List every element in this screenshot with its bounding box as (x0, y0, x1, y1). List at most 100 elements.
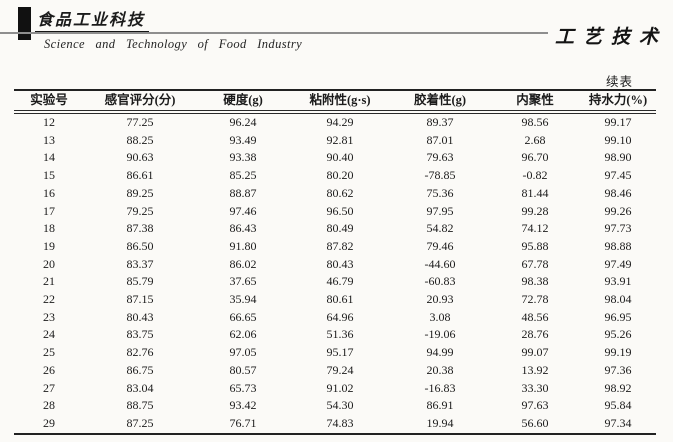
table-cell: 97.45 (604, 168, 632, 183)
table-row: 25 82.76 97.05 95.17 94.99 99.07 99.19 (14, 344, 656, 362)
table-cell: 89.25 (126, 185, 154, 200)
table-cell: 37.65 (229, 274, 257, 289)
table-cell: 46.79 (326, 274, 354, 289)
table-cell: 90.40 (326, 150, 354, 165)
table-cell: 90.63 (126, 150, 154, 165)
table-cell: 93.49 (229, 132, 257, 147)
table-cell: 25 (43, 345, 55, 360)
table-cell: 95.26 (604, 327, 632, 342)
table-cell: 79.46 (426, 238, 454, 253)
table-cell: 97.34 (604, 415, 632, 430)
table-cell: 64.96 (326, 309, 354, 324)
table-row: 16 89.25 88.87 80.62 75.36 81.44 98.46 (14, 185, 656, 203)
continued-table-label: 续表 (605, 75, 633, 89)
table-cell: 88.75 (126, 398, 154, 413)
journal-title-en: Science and Technology of Food Industry (44, 37, 303, 51)
table-cell: 91.80 (229, 238, 257, 253)
table-cell: 20.38 (426, 362, 454, 377)
table-row: 14 90.63 93.38 90.40 79.63 96.70 98.90 (14, 149, 656, 167)
table-cell: 48.56 (521, 309, 549, 324)
table-cell: 81.44 (521, 185, 549, 200)
table-cell: 83.37 (126, 256, 154, 271)
table-cell: 86.91 (426, 398, 454, 413)
table-cell: -60.83 (424, 274, 456, 289)
column-header: 感官评分(分) (104, 93, 176, 107)
table-cell: 99.19 (604, 345, 632, 360)
table-cell: 89.37 (426, 115, 454, 129)
table-header: 实验号 感官评分(分) 硬度(g) 粘附性(g·s) 胶着性(g) 内聚性 持水力(%) (14, 90, 656, 112)
section-title: 工艺技术 (554, 27, 667, 48)
table-row: 21 85.79 37.65 46.79 -60.83 98.38 93.91 (14, 273, 656, 291)
column-header: 内聚性 (516, 93, 554, 107)
table-cell: 35.94 (229, 292, 257, 307)
table-cell: 23 (43, 309, 55, 324)
table-cell: 66.65 (229, 309, 257, 324)
table-cell: 98.46 (604, 185, 632, 200)
table-cell: 74.83 (326, 415, 354, 430)
table-cell: 98.56 (521, 115, 549, 129)
table-cell: 21 (43, 274, 55, 289)
table-cell: 28.76 (521, 327, 549, 342)
table-cell: 76.71 (229, 415, 257, 430)
table-cell: 96.70 (521, 150, 549, 165)
table-row: 27 83.04 65.73 91.02 -16.83 33.30 98.92 (14, 380, 656, 398)
table-cell: -16.83 (424, 380, 456, 395)
journal-logo-bar (18, 7, 31, 40)
table-cell: 26 (43, 362, 55, 377)
table-cell: 19 (43, 238, 55, 253)
table-cell: 87.01 (426, 132, 454, 147)
table-cell: 51.36 (326, 327, 354, 342)
table-cell: 80.49 (326, 221, 354, 236)
table-cell: 96.50 (326, 203, 354, 218)
table-cell: 96.24 (229, 115, 257, 129)
table-cell: 80.57 (229, 362, 257, 377)
table-cell: 93.91 (604, 274, 632, 289)
table-cell: 79.63 (426, 150, 454, 165)
table-cell: 99.07 (521, 345, 549, 360)
table-row: 23 80.43 66.65 64.96 3.08 48.56 96.95 (14, 309, 656, 327)
table-cell: 62.06 (229, 327, 257, 342)
table-cell: 98.90 (604, 150, 632, 165)
table-cell: 80.43 (126, 309, 154, 324)
masthead: 食品工业科技 Science and Technology of Food In… (0, 0, 673, 88)
table-row: 19 86.50 91.80 87.82 79.46 95.88 98.88 (14, 238, 656, 256)
table-cell: 75.36 (426, 185, 454, 200)
table-cell: 88.25 (126, 132, 154, 147)
table-cell: 87.82 (326, 238, 354, 253)
table-cell: 3.08 (429, 309, 451, 324)
table-cell: 20.93 (426, 292, 454, 307)
table-cell: 27 (43, 380, 55, 395)
table-cell: 99.17 (604, 115, 632, 129)
table-row: 29 87.25 76.71 74.83 19.94 56.60 97.34 (14, 415, 656, 434)
table-row: 13 88.25 93.49 92.81 87.01 2.68 99.10 (14, 132, 656, 150)
table-cell: 80.61 (326, 292, 354, 307)
column-header: 胶着性(g) (413, 93, 467, 107)
table-cell: 97.49 (604, 256, 632, 271)
table-cell: 88.87 (229, 185, 257, 200)
table-cell: 13 (43, 132, 55, 147)
table-cell: 97.36 (604, 362, 632, 377)
table-cell: 12 (43, 115, 55, 129)
table-cell: 98.88 (604, 238, 632, 253)
table-cell: 97.63 (521, 398, 549, 413)
table-cell: 17 (43, 203, 55, 218)
table-cell: 13.92 (521, 362, 549, 377)
table-cell: -19.06 (424, 327, 456, 342)
masthead-rule (0, 32, 548, 34)
table-cell: 92.81 (326, 132, 354, 147)
table-cell: 74.12 (521, 221, 549, 236)
table-cell: 83.75 (126, 327, 154, 342)
table-cell: 83.04 (126, 380, 154, 395)
table-cell: 77.25 (126, 115, 154, 129)
table-cell: 28 (43, 398, 55, 413)
data-table: 实验号 感官评分(分) 硬度(g) 粘附性(g·s) 胶着性(g) 内聚性 持水力(%) 1… (14, 89, 656, 435)
table-cell: 86.75 (126, 362, 154, 377)
table-cell: 99.10 (604, 132, 632, 147)
table-cell: 85.79 (126, 274, 154, 289)
table-cell: 80.62 (326, 185, 354, 200)
table-cell: 99.26 (604, 203, 632, 218)
table-cell: 86.43 (229, 221, 257, 236)
table-cell: -0.82 (522, 168, 548, 183)
table-cell: 97.05 (229, 345, 257, 360)
